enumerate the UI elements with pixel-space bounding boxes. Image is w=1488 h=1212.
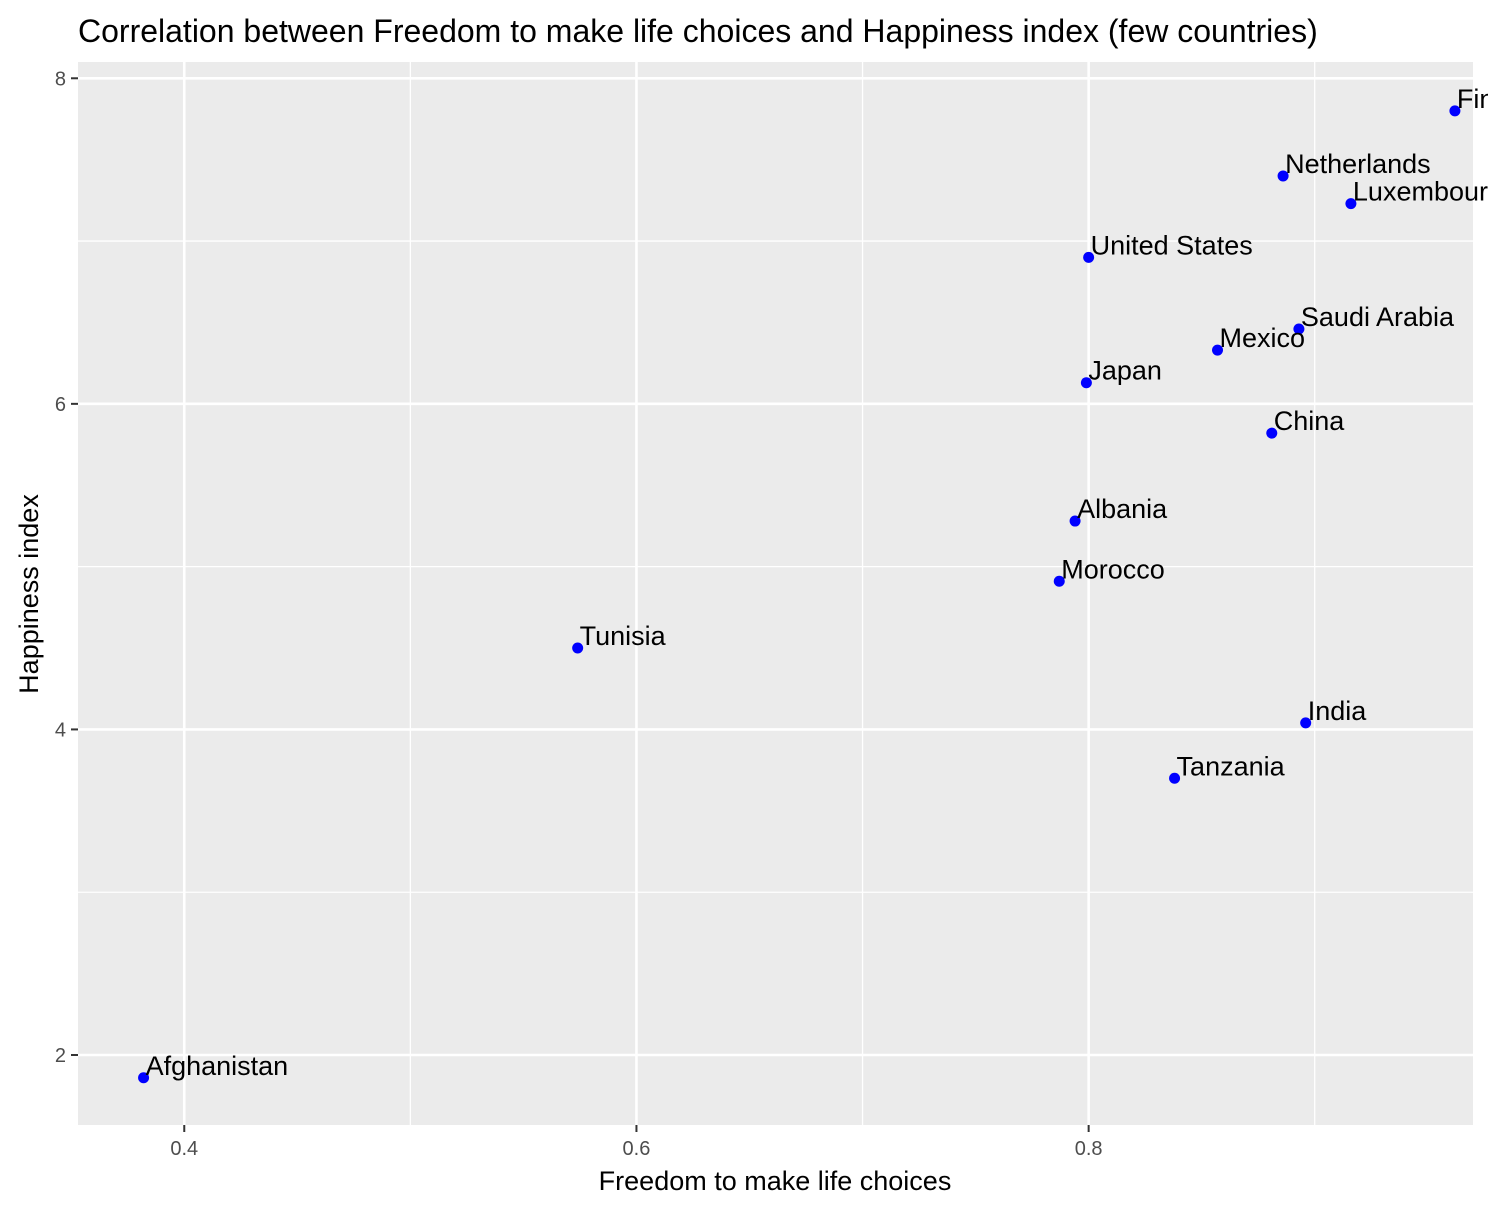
data-point: [1169, 772, 1181, 784]
y-tick-label: 6: [55, 394, 66, 416]
data-point: [1053, 575, 1065, 587]
data-point-label: Morocco: [1061, 554, 1165, 584]
data-point-label: Finla: [1457, 84, 1488, 114]
data-point-label: Japan: [1088, 356, 1162, 386]
data-point: [1266, 427, 1278, 439]
y-tick-label: 2: [55, 1045, 66, 1067]
y-axis-title: Happiness index: [14, 494, 44, 694]
data-point: [572, 642, 584, 654]
data-point: [1080, 377, 1092, 389]
data-point-label: Saudi Arabia: [1301, 302, 1455, 332]
data-point-label: Netherlands: [1285, 149, 1431, 179]
data-point: [1300, 717, 1312, 729]
axis-ticks: 0.4 0.6 0.8 2 4 6 8: [55, 68, 1103, 1160]
data-point-label: India: [1308, 696, 1368, 726]
x-tick-label: 0.6: [623, 1138, 651, 1160]
data-point-label: Albania: [1077, 494, 1168, 524]
chart-title: Correlation between Freedom to make life…: [78, 13, 1318, 49]
data-point-label: China: [1274, 406, 1346, 436]
data-point: [1083, 251, 1095, 263]
x-tick-label: 0.4: [170, 1138, 198, 1160]
data-point-label: Tanzania: [1177, 751, 1286, 781]
plot-panel: [78, 62, 1473, 1125]
y-tick-label: 4: [55, 719, 66, 741]
data-point-label: Afghanistan: [146, 1051, 289, 1081]
data-point-label: Mexico: [1220, 323, 1306, 353]
data-point-label: Tunisia: [580, 621, 667, 651]
grid-lines: [78, 62, 1473, 1125]
data-points: [138, 105, 1461, 1084]
y-tick-label: 8: [55, 68, 66, 90]
data-point: [1212, 344, 1224, 356]
data-point: [1345, 198, 1357, 210]
data-point-label: Luxembourg: [1353, 177, 1488, 207]
x-tick-label: 0.8: [1075, 1138, 1103, 1160]
data-point: [1293, 323, 1305, 335]
data-point: [1449, 105, 1461, 117]
x-axis-title: Freedom to make life choices: [599, 1166, 952, 1196]
data-point-label: United States: [1091, 230, 1253, 260]
point-labels: Finla NetherlandsLuxembourg United States S…: [146, 84, 1488, 1081]
data-point: [138, 1072, 150, 1084]
data-point: [1069, 515, 1081, 527]
data-point: [1277, 170, 1289, 182]
